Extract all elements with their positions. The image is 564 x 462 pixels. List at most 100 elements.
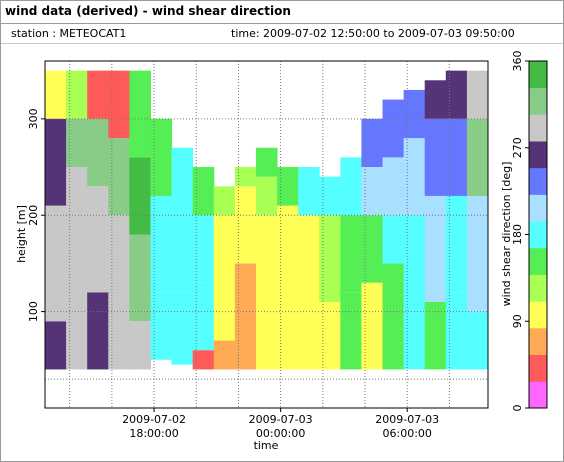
heatmap-cell xyxy=(255,147,278,177)
colorbar-label: wind shear direction [deg] xyxy=(500,162,513,307)
y-axis-ticks: 100 200 300 xyxy=(27,108,45,322)
heatmap-cell xyxy=(382,99,405,158)
heatmap-cell xyxy=(108,70,130,139)
heatmap-cell xyxy=(361,215,384,283)
heatmap-cell xyxy=(66,263,88,370)
heatmap-cell xyxy=(361,282,384,370)
colorbar-swatch xyxy=(529,221,547,249)
colorbar-swatch xyxy=(529,301,547,329)
colorbar-swatch xyxy=(529,274,547,302)
heatmap-cell xyxy=(403,301,426,370)
colorbar-swatch xyxy=(529,141,547,169)
heatmap-cell xyxy=(340,215,362,293)
heatmap-cell xyxy=(466,70,489,119)
y-axis-label: height [m] xyxy=(15,205,28,263)
heatmap-cell xyxy=(87,118,109,187)
y-tick-label: 300 xyxy=(27,108,40,129)
heatmap-cell xyxy=(108,215,130,302)
colorbar-swatch xyxy=(529,167,547,195)
heatmap-cell xyxy=(129,234,151,322)
heatmap-cell xyxy=(255,215,278,331)
heatmap-cell xyxy=(213,186,236,216)
heatmap-cell xyxy=(150,195,173,293)
colorbar-tick-label: 90 xyxy=(511,314,524,328)
heatmap-cell xyxy=(445,118,468,196)
heatmap-cell xyxy=(234,167,257,187)
x-tick-label-time: 06:00:00 xyxy=(383,427,432,440)
colorbar-swatch xyxy=(529,61,547,89)
heatmap-cell xyxy=(213,215,236,341)
heatmap-cell xyxy=(255,330,278,370)
heatmap-cell xyxy=(150,292,173,360)
x-tick-label-date: 2009-07-03 xyxy=(375,413,439,426)
heatmap-cell xyxy=(255,176,278,216)
heatmap-cell xyxy=(298,311,320,370)
colorbar-tick-label: 270 xyxy=(511,137,524,158)
heatmap-cell xyxy=(66,118,88,168)
heatmap-cell xyxy=(87,186,109,293)
station-label: station : METEOCAT1 xyxy=(11,27,127,40)
heatmap-cell xyxy=(403,89,426,139)
grid-lines xyxy=(45,61,488,409)
heatmap-cell xyxy=(108,301,130,370)
x-axis-label: time xyxy=(254,439,279,452)
y-tick-label: 100 xyxy=(27,301,40,322)
heatmap-cell xyxy=(66,70,88,119)
x-tick-label-date: 2009-07-02 xyxy=(122,413,186,426)
heatmap-cell xyxy=(424,118,447,196)
heatmap-cell xyxy=(66,167,88,264)
heatmap-cell xyxy=(298,167,320,216)
colorbar-tick-label: 180 xyxy=(511,224,524,245)
heatmap-cell xyxy=(87,292,109,370)
x-tick-label-time: 00:00:00 xyxy=(256,427,305,440)
heatmap-cell xyxy=(108,138,130,216)
chart-title: wind data (derived) - wind shear directi… xyxy=(5,4,291,18)
info-divider xyxy=(1,43,563,44)
heatmap-cell xyxy=(171,147,194,196)
heatmap-cell xyxy=(150,118,173,196)
colorbar-swatch xyxy=(529,327,547,356)
time-range-label: time: 2009-07-02 12:50:00 to 2009-07-03 … xyxy=(231,27,515,40)
heatmap-cell xyxy=(277,330,299,370)
heatmap-cell xyxy=(319,176,341,216)
heatmap-cell xyxy=(361,118,384,168)
heatmap-cell xyxy=(466,195,489,312)
heatmap-cells xyxy=(45,70,489,370)
heatmap-cell xyxy=(45,118,67,206)
colorbar-swatch xyxy=(529,381,547,409)
heatmap-cell xyxy=(361,167,384,216)
heatmap-cell xyxy=(277,167,299,206)
x-tick-label-date: 2009-07-03 xyxy=(249,413,313,426)
heatmap-cell xyxy=(298,215,320,312)
heatmap-cell xyxy=(87,70,109,119)
colorbar-swatch xyxy=(529,114,547,142)
x-axis-ticks: 2009-07-0218:00:002009-07-0300:00:002009… xyxy=(122,408,439,440)
heatmap-cell xyxy=(403,215,426,302)
heatmap-cell xyxy=(382,215,405,264)
heatmap-cell xyxy=(45,321,67,370)
heatmap-cell xyxy=(319,301,341,370)
heatmap-cell xyxy=(445,195,468,293)
heatmap-cell xyxy=(45,70,67,119)
heatmap-cell xyxy=(129,321,151,370)
colorbar-tick-label: 0 xyxy=(511,405,524,412)
heatmap-cell xyxy=(192,282,215,351)
heatmap-cell xyxy=(340,292,362,370)
heatmap-cell xyxy=(192,167,215,216)
heatmap-cell xyxy=(45,205,67,322)
colorbar-swatch xyxy=(529,247,547,275)
heatmap-cell xyxy=(129,70,151,158)
heatmap-cell xyxy=(213,340,236,370)
colorbar-tick-label: 360 xyxy=(511,51,524,72)
colorbar-swatch xyxy=(529,194,547,222)
heatmap-cell xyxy=(277,205,299,331)
heatmap-cell xyxy=(192,350,215,370)
heatmap-cell xyxy=(234,340,257,370)
heatmap-cell xyxy=(424,195,447,302)
heatmap-cell xyxy=(234,186,257,264)
colorbar-swatch xyxy=(529,354,547,382)
heatmap-cell xyxy=(445,70,468,119)
heatmap-cell xyxy=(192,215,215,283)
